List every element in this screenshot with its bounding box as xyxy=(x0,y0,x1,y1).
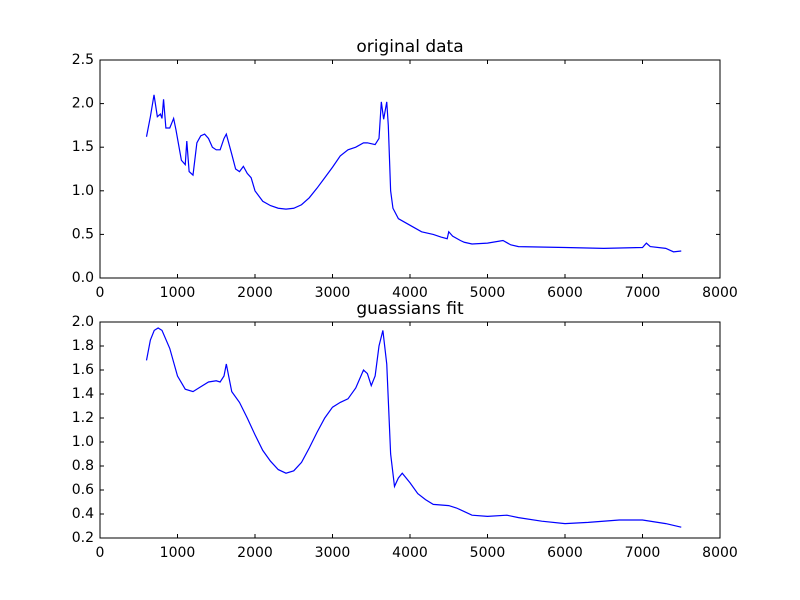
y-tick-label: 0.2 xyxy=(72,530,94,546)
y-tick-label: 2.0 xyxy=(72,96,94,112)
x-tick-label: 6000 xyxy=(547,545,583,561)
y-tick-label: 2.0 xyxy=(72,314,94,330)
y-tick-label: 1.5 xyxy=(72,139,94,155)
x-tick-label: 4000 xyxy=(392,545,428,561)
y-tick-label: 0.4 xyxy=(72,506,94,522)
x-tick-label: 0 xyxy=(96,545,105,561)
y-tick-label: 1.2 xyxy=(72,410,94,426)
y-tick-label: 0.6 xyxy=(72,482,94,498)
axes-background xyxy=(100,60,720,278)
x-tick-label: 7000 xyxy=(625,285,661,301)
axes-background xyxy=(100,322,720,538)
x-tick-label: 0 xyxy=(96,285,105,301)
y-tick-label: 0.5 xyxy=(72,226,94,242)
x-tick-label: 5000 xyxy=(470,285,506,301)
y-tick-label: 1.8 xyxy=(72,338,94,354)
y-tick-label: 0.8 xyxy=(72,458,94,474)
y-tick-label: 1.4 xyxy=(72,386,94,402)
y-tick-label: 1.0 xyxy=(72,183,94,199)
x-tick-label: 6000 xyxy=(547,285,583,301)
chart-title: original data xyxy=(356,37,463,57)
x-tick-label: 1000 xyxy=(160,545,196,561)
chart-title: guassians fit xyxy=(356,299,464,319)
data-line xyxy=(145,94,682,253)
x-tick-label: 1000 xyxy=(160,285,196,301)
y-tick-label: 2.5 xyxy=(72,52,94,68)
data-line xyxy=(145,327,682,528)
x-tick-label: 2000 xyxy=(237,285,273,301)
x-tick-label: 8000 xyxy=(702,545,738,561)
y-tick-label: 1.6 xyxy=(72,362,94,378)
x-tick-label: 7000 xyxy=(625,545,661,561)
x-tick-label: 4000 xyxy=(392,285,428,301)
x-tick-label: 8000 xyxy=(702,285,738,301)
x-tick-label: 2000 xyxy=(237,545,273,561)
y-tick-label: 0.0 xyxy=(72,270,94,286)
x-tick-label: 5000 xyxy=(470,545,506,561)
y-tick-label: 1.0 xyxy=(72,434,94,450)
x-tick-label: 3000 xyxy=(315,285,351,301)
x-tick-label: 3000 xyxy=(315,545,351,561)
